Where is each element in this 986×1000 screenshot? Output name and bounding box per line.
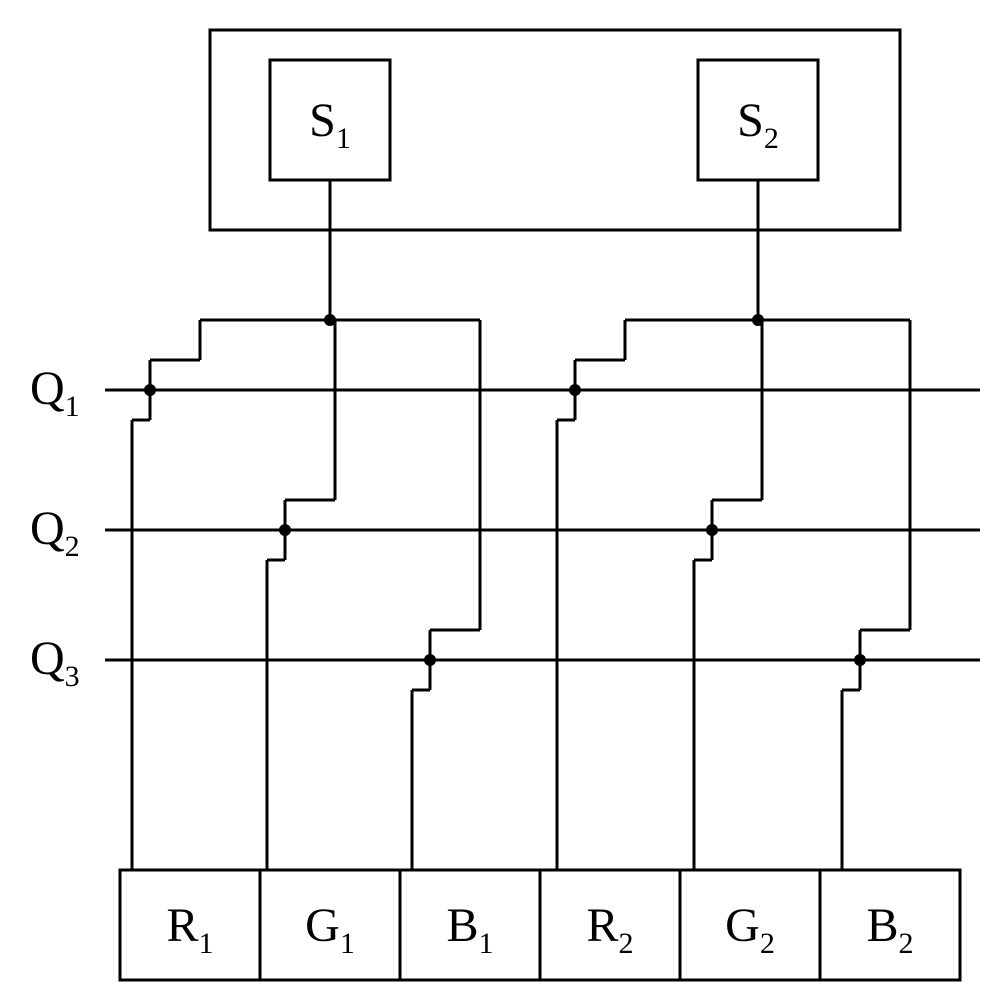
pixel-box-b1: B1 [400, 870, 540, 980]
source-box-s2: S2 [698, 60, 818, 180]
pixel-box-r2: R2 [540, 870, 680, 980]
transistor-5 [842, 620, 910, 870]
transistor-3 [557, 350, 625, 870]
row-label-q3: Q3 [30, 632, 80, 693]
transistor-4 [694, 490, 762, 870]
transistor-2 [412, 620, 480, 870]
source-box-s1: S1 [270, 60, 390, 180]
transistor-1 [267, 490, 335, 870]
pixel-box-r1: R1 [120, 870, 260, 980]
pixel-box-g2: G2 [680, 870, 820, 980]
row-label-q1: Q1 [30, 362, 80, 423]
row-label-q2: Q2 [30, 502, 80, 563]
pixel-box-g1: G1 [260, 870, 400, 980]
pixel-box-b2: B2 [820, 870, 960, 980]
transistor-0 [132, 350, 200, 870]
